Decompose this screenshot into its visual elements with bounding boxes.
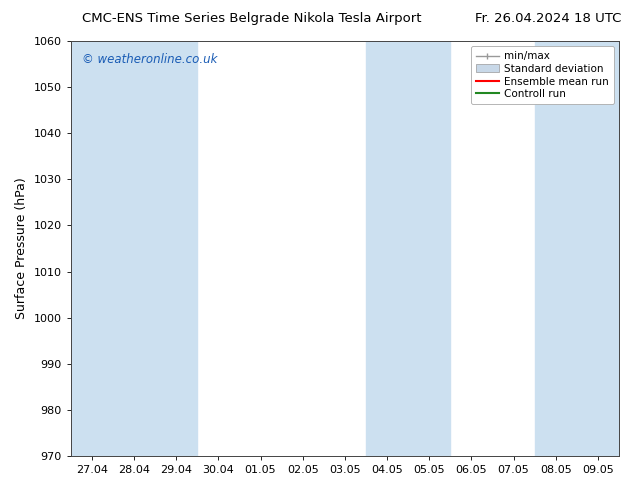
Text: Fr. 26.04.2024 18 UTC: Fr. 26.04.2024 18 UTC <box>475 12 621 25</box>
Legend: min/max, Standard deviation, Ensemble mean run, Controll run: min/max, Standard deviation, Ensemble me… <box>470 46 614 104</box>
Bar <box>71 41 113 456</box>
Bar <box>155 41 197 456</box>
Bar <box>366 41 408 456</box>
Bar <box>577 41 619 456</box>
Text: © weatheronline.co.uk: © weatheronline.co.uk <box>82 53 217 67</box>
Text: CMC-ENS Time Series Belgrade Nikola Tesla Airport: CMC-ENS Time Series Belgrade Nikola Tesl… <box>82 12 422 25</box>
Bar <box>534 41 577 456</box>
Bar <box>113 41 155 456</box>
Y-axis label: Surface Pressure (hPa): Surface Pressure (hPa) <box>15 178 28 319</box>
Bar <box>408 41 450 456</box>
